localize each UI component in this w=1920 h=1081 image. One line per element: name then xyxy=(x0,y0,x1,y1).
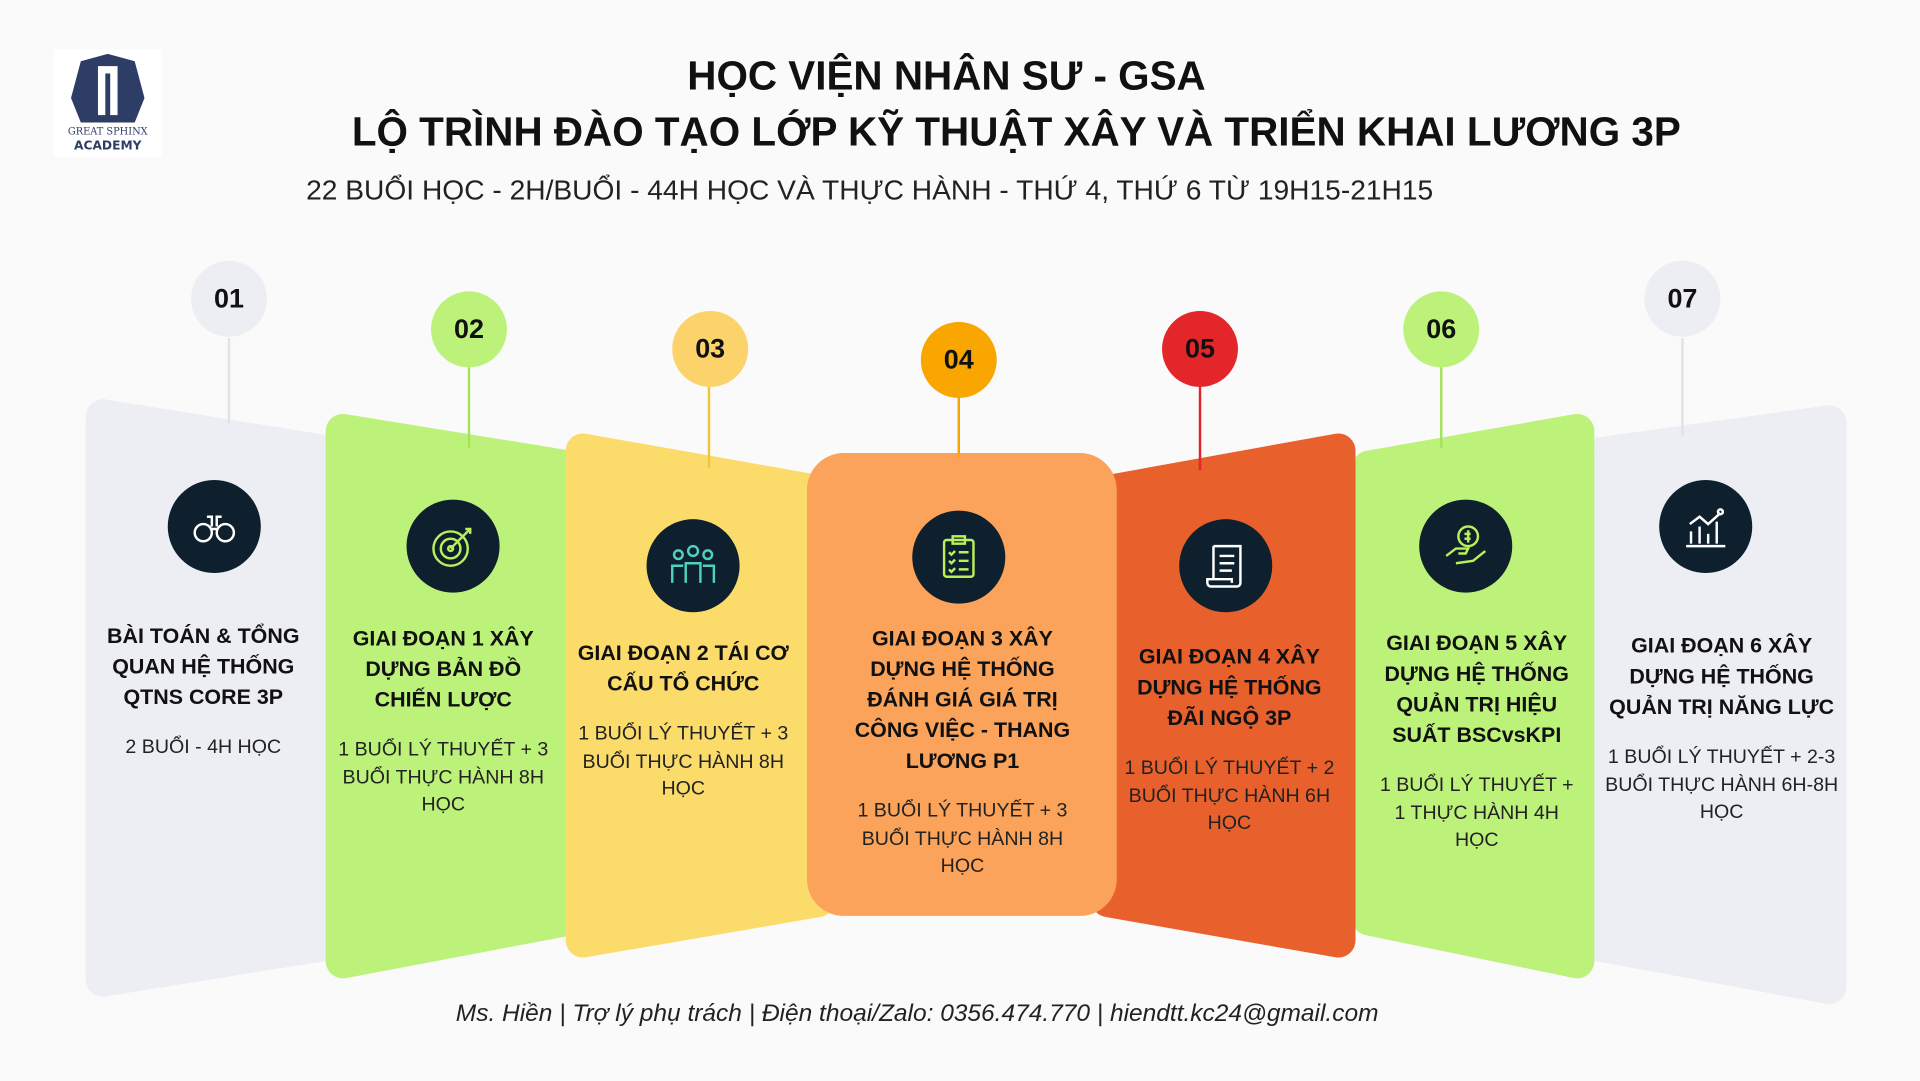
clipboard-checklist-icon xyxy=(912,510,1006,604)
step-number-4: 04 xyxy=(920,322,997,398)
contact-footer: Ms. Hiền | Trợ lý phụ trách | Điện thoại… xyxy=(455,1000,1379,1028)
connector-7 xyxy=(1681,337,1684,436)
page-title: HỌC VIỆN NHÂN SƯ - GSA xyxy=(687,52,1206,98)
binoculars-icon xyxy=(167,480,261,574)
card-4-shape xyxy=(806,453,1117,916)
chart-growth-icon xyxy=(1659,480,1753,574)
step-number-2: 02 xyxy=(431,291,507,368)
connector-1 xyxy=(227,337,231,424)
svg-text:ACADEMY: ACADEMY xyxy=(74,138,142,152)
step-7-title: GIAI ĐOẠN 6 XÂY DỰNG HỆ THỐNG QUẢN TRỊ N… xyxy=(1609,633,1835,719)
step-2-title: GIAI ĐOẠN 1 XÂY DỰNG BẢN ĐỒ CHIẾN LƯỢC xyxy=(352,625,534,712)
connector-4 xyxy=(957,397,961,457)
card-6-shape xyxy=(1351,413,1595,979)
step-7-details: 1 BUỔI LÝ THUYẾT + 2-3 BUỔI THỰC HÀNH 6H… xyxy=(1605,746,1839,823)
step-4-text: GIAI ĐOẠN 3 XÂY DỰNG HỆ THỐNG ĐÁNH GIÁ G… xyxy=(840,623,1085,881)
team-icon xyxy=(646,519,740,613)
step-3-text: GIAI ĐOẠN 2 TÁI CƠ CẤU TỔ CHỨC 1 BUỔI LÝ… xyxy=(573,638,793,804)
step-number-5: 05 xyxy=(1162,311,1238,387)
step-7-text: GIAI ĐOẠN 6 XÂY DỰNG HỆ THỐNG QUẢN TRỊ N… xyxy=(1599,631,1844,828)
page-subtitle-title: LỘ TRÌNH ĐÀO TẠO LỚP KỸ THUẬT XÂY VÀ TRI… xyxy=(351,108,1681,155)
step-2-text: GIAI ĐOẠN 1 XÂY DỰNG BẢN ĐỒ CHIẾN LƯỢC 1… xyxy=(333,623,553,820)
svg-text:GREAT SPHINX: GREAT SPHINX xyxy=(68,127,148,138)
connector-5 xyxy=(1198,386,1202,471)
target-icon xyxy=(406,499,500,593)
connector-2 xyxy=(467,367,471,449)
step-1-title: BÀI TOÁN & TỔNG QUAN HỆ THỐNG QTNS CORE … xyxy=(107,623,300,709)
step-5-text: GIAI ĐOẠN 4 XÂY DỰNG HỆ THỐNG ĐÃI NGỘ 3P… xyxy=(1119,642,1339,839)
step-6-details: 1 BUỔI LÝ THUYẾT + 1 THỰC HÀNH 4H HỌC xyxy=(1379,775,1574,852)
step-4-details: 1 BUỔI LÝ THUYẾT + 3 BUỔI THỰC HÀNH 8H H… xyxy=(857,800,1068,877)
step-number-1: 01 xyxy=(191,260,267,337)
step-4-title: GIAI ĐOẠN 3 XÂY DỰNG HỆ THỐNG ĐÁNH GIÁ G… xyxy=(854,625,1071,773)
step-1-text: BÀI TOÁN & TỔNG QUAN HỆ THỐNG QTNS CORE … xyxy=(93,621,313,762)
step-2-details: 1 BUỔI LÝ THUYẾT + 3 BUỔI THỰC HÀNH 8H H… xyxy=(338,739,549,816)
document-scroll-icon xyxy=(1179,519,1273,613)
step-3-details: 1 BUỔI LÝ THUYẾT + 3 BUỔI THỰC HÀNH 8H H… xyxy=(578,723,789,800)
step-number-6: 06 xyxy=(1403,291,1480,368)
schedule-summary: 22 BUỔI HỌC - 2H/BUỔI - 44H HỌC VÀ THỰC … xyxy=(306,173,1434,206)
money-hand-icon xyxy=(1419,499,1513,593)
step-number-7: 07 xyxy=(1644,260,1721,337)
connector-6 xyxy=(1440,367,1443,449)
connector-3 xyxy=(707,386,711,468)
step-3-title: GIAI ĐOẠN 2 TÁI CƠ CẤU TỔ CHỨC xyxy=(577,640,789,696)
step-5-title: GIAI ĐOẠN 4 XÂY DỰNG HỆ THỐNG ĐÃI NGỘ 3P xyxy=(1137,644,1322,730)
step-6-title: GIAI ĐOẠN 5 XÂY DỰNG HỆ THỐNG QUẢN TRỊ H… xyxy=(1384,630,1569,747)
logo: GREAT SPHINX ACADEMY xyxy=(53,48,162,157)
step-number-3: 03 xyxy=(672,311,749,387)
step-6-text: GIAI ĐOẠN 5 XÂY DỰNG HỆ THỐNG QUẢN TRỊ H… xyxy=(1373,628,1581,855)
step-5-details: 1 BUỔI LÝ THUYẾT + 2 BUỔI THỰC HÀNH 6H H… xyxy=(1124,757,1335,834)
step-1-details: 2 BUỔI - 4H HỌC xyxy=(125,737,282,758)
